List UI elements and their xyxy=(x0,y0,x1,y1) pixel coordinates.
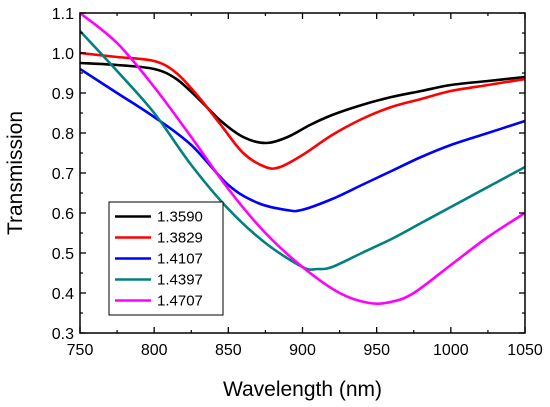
legend-label-1.4107: 1.4107 xyxy=(157,251,203,268)
x-tick-label: 800 xyxy=(141,342,168,359)
y-tick-label: 1.0 xyxy=(52,46,74,63)
x-tick-label: 1050 xyxy=(507,342,543,359)
series-layer xyxy=(80,13,525,306)
y-tick-label: 0.6 xyxy=(52,206,74,223)
y-tick-label: 1.1 xyxy=(52,6,74,23)
series-line-1.3590 xyxy=(80,61,525,145)
legend-label-1.3829: 1.3829 xyxy=(157,230,203,247)
y-tick-label: 0.8 xyxy=(52,126,74,143)
y-tick-label: 0.5 xyxy=(52,246,74,263)
y-tick-label: 0.9 xyxy=(52,86,74,103)
x-axis-title: Wavelength (nm) xyxy=(223,378,382,401)
series-line-1.4107 xyxy=(80,67,525,213)
series-line-1.4397 xyxy=(80,29,525,271)
series-line-1.4707 xyxy=(80,13,525,306)
y-axis-title: Transmission xyxy=(4,111,27,235)
axes-layer: 750 800 850 900 950 1000 1050 0.3 0.4 0.5 0.6 0.7 0.… xyxy=(52,6,543,359)
x-tick-label: 1000 xyxy=(433,342,469,359)
x-tick-label: 900 xyxy=(289,342,316,359)
legend: 1.3590 1.3829 1.4107 1.4397 1.4707 xyxy=(108,201,224,316)
y-tick-label: 0.3 xyxy=(52,326,74,343)
legend-label-1.3590: 1.3590 xyxy=(157,209,203,226)
x-tick-label: 950 xyxy=(363,342,390,359)
legend-label-1.4707: 1.4707 xyxy=(157,293,203,310)
y-tick-label: 0.7 xyxy=(52,166,74,183)
series-line-1.3829 xyxy=(80,51,525,170)
x-tick-label: 750 xyxy=(67,342,94,359)
y-tick-label: 0.4 xyxy=(52,286,74,303)
legend-label-1.4397: 1.4397 xyxy=(157,272,203,289)
x-tick-label: 850 xyxy=(215,342,242,359)
